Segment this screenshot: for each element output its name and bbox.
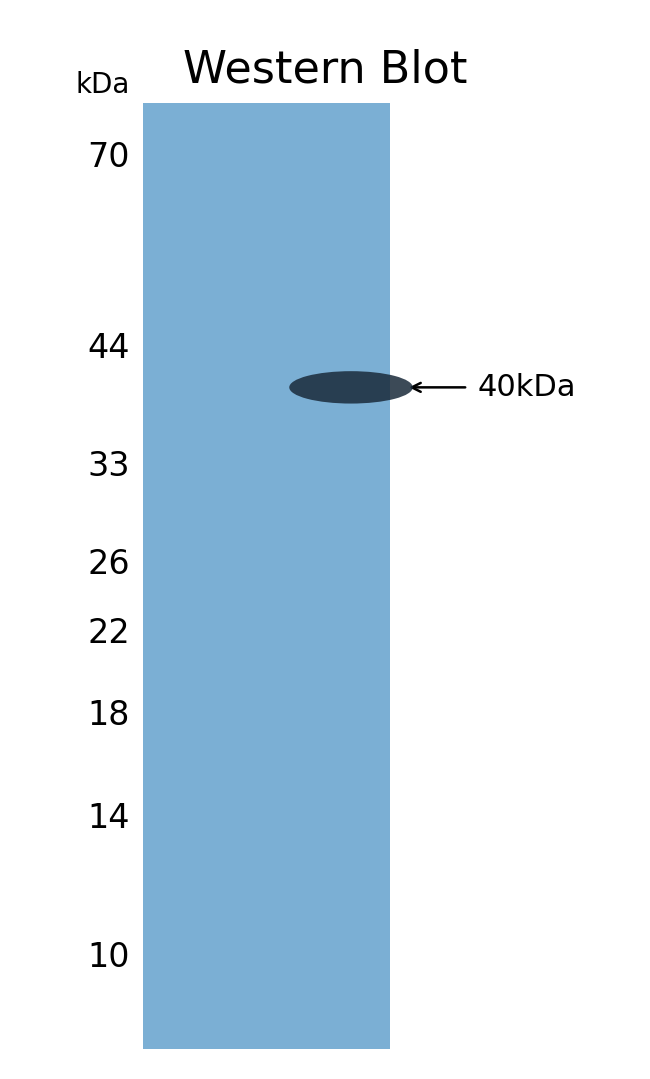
Text: 10: 10 [88, 941, 130, 973]
Text: kDa: kDa [75, 71, 130, 99]
Text: Western Blot: Western Blot [183, 49, 467, 92]
Text: 44: 44 [88, 331, 130, 365]
Text: 14: 14 [88, 803, 130, 835]
Text: 33: 33 [88, 450, 130, 483]
Text: 70: 70 [88, 141, 130, 174]
Text: 40kDa: 40kDa [478, 373, 577, 401]
Text: 22: 22 [87, 616, 130, 650]
Text: 18: 18 [88, 699, 130, 732]
Text: 26: 26 [87, 548, 130, 581]
